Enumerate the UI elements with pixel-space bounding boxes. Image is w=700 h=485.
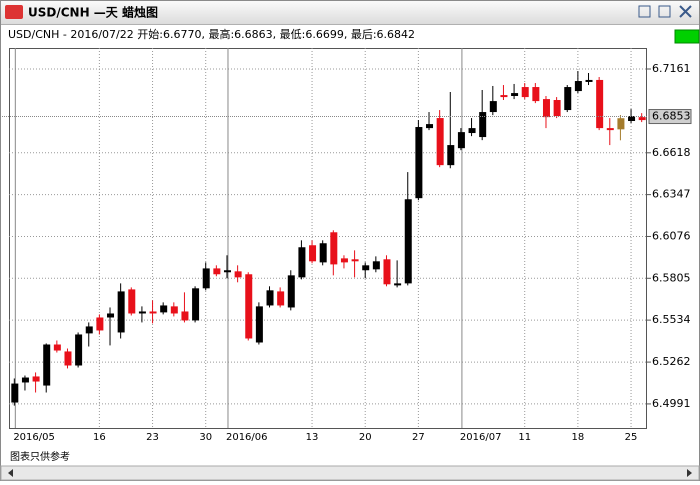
candle-body [542, 99, 550, 118]
x-tick-label: 2016/05 [13, 432, 55, 443]
candle-body [596, 79, 604, 129]
y-tick-label: 6.5534 [652, 313, 691, 326]
candle-body [330, 232, 338, 265]
candle-body [255, 306, 263, 343]
candle-body [107, 313, 115, 318]
candle-body [43, 344, 51, 386]
candle-body [277, 291, 285, 306]
candle-body [479, 112, 487, 138]
candle-body [564, 87, 572, 111]
y-tick-label: 6.6076 [652, 229, 691, 242]
candle-body [638, 117, 646, 121]
candle-body [21, 377, 29, 383]
y-tick-label: 6.5262 [652, 355, 691, 368]
info-line: USD/CNH - 2016/07/22 开始:6.6770, 最高:6.686… [8, 27, 415, 41]
candle-body [245, 274, 253, 339]
candle-body [628, 116, 636, 122]
candle-body [426, 124, 434, 129]
candle-body [617, 118, 625, 130]
y-tick-label: 6.6347 [652, 188, 691, 201]
y-tick-label: 6.7161 [652, 62, 691, 75]
candle-body [170, 306, 178, 314]
window-title: USD/CNH —天 蜡烛图 [28, 5, 158, 20]
title-bar [1, 1, 699, 24]
candle-body [351, 259, 359, 262]
candle-body [223, 270, 231, 273]
candle-body [85, 326, 93, 334]
plot-area [9, 48, 647, 429]
candle-body [340, 258, 348, 263]
candle-body [181, 311, 189, 321]
x-tick-label: 11 [518, 432, 531, 443]
candle-body [149, 311, 157, 314]
x-tick-label: 23 [146, 432, 159, 443]
last-price-label: 6.6853 [652, 110, 691, 123]
candle-body [500, 95, 508, 98]
candle-body [298, 247, 306, 278]
candle-body [511, 93, 519, 97]
candle-body [75, 334, 83, 366]
x-tick-label: 27 [412, 432, 425, 443]
candle-body [96, 317, 104, 331]
candle-body [372, 261, 380, 270]
app-icon [5, 5, 23, 19]
candle-body [394, 283, 402, 286]
candle-body [362, 265, 370, 271]
candle-body [309, 245, 317, 262]
x-tick-label: 25 [625, 432, 638, 443]
close-button[interactable] [679, 5, 692, 18]
candle-body [234, 271, 242, 278]
candle-body [553, 100, 561, 117]
candle-body [138, 311, 146, 314]
candle-body [53, 344, 61, 351]
candle-body [532, 87, 540, 102]
candle-body [436, 118, 444, 166]
candle-body [32, 376, 40, 382]
candle-body [457, 132, 465, 149]
candle-body [415, 127, 423, 199]
y-tick-label: 6.5805 [652, 271, 691, 284]
footer-note: 图表只供参考 [10, 450, 70, 463]
plot: 6.4991 6.5262 6.5534 6.5805 6.6076 6.6347 6.66… [0, 48, 692, 443]
y-tick-label: 6.4991 [652, 397, 691, 410]
last-price-box [648, 109, 692, 125]
x-tick-label: 13 [306, 432, 319, 443]
candle-body [11, 383, 19, 403]
candle-body [404, 199, 412, 284]
x-tick-label: 2016/06 [226, 432, 268, 443]
status-indicator [674, 29, 700, 44]
candle-body [117, 291, 125, 333]
y-tick-label: 6.6618 [652, 146, 691, 159]
candle-body [192, 288, 200, 321]
candle-body [160, 305, 168, 313]
restore-button[interactable] [638, 5, 651, 18]
candle-body [202, 268, 210, 289]
candle-body [585, 79, 593, 82]
x-tick-label: 18 [572, 432, 585, 443]
maximize-button[interactable] [658, 5, 671, 18]
candle-body [489, 101, 497, 113]
x-tick-label: 20 [359, 432, 372, 443]
candle-body [287, 275, 295, 308]
candle-body [128, 289, 136, 314]
x-tick-label: 30 [199, 432, 212, 443]
candle-body [447, 145, 455, 166]
x-tick-label: 16 [93, 432, 106, 443]
candle-body [319, 243, 327, 263]
candle-body [213, 268, 221, 275]
scrollbar[interactable] [0, 465, 700, 481]
candle-body [521, 87, 529, 98]
candle-body [574, 81, 582, 92]
candle-body [64, 351, 72, 366]
candle-body [468, 128, 476, 134]
candle-body [266, 290, 274, 306]
x-tick-label: 2016/07 [460, 432, 502, 443]
candle-body [606, 128, 614, 131]
candle-body [383, 259, 391, 285]
